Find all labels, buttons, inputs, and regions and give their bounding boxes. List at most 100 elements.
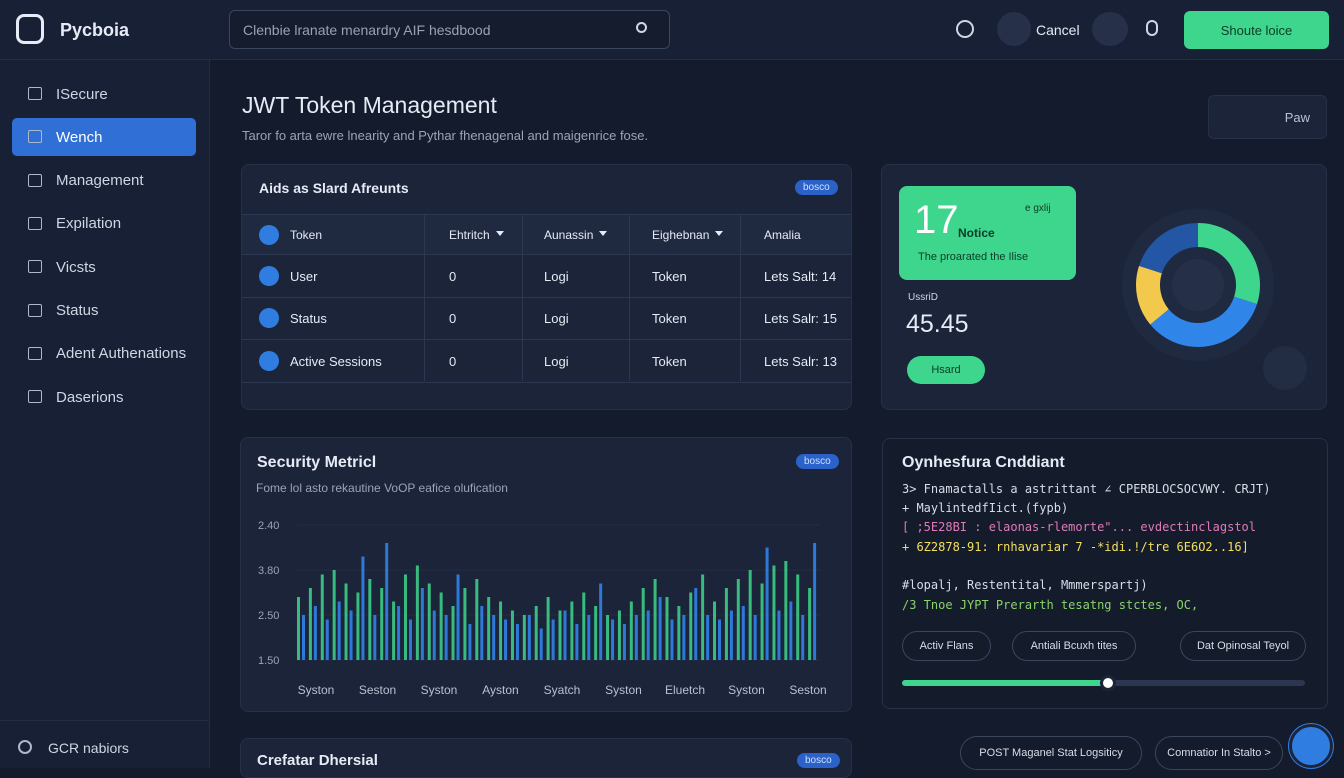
search-icon [636, 22, 647, 33]
chart-subtitle: Fome lol asto rekautine VoOP eafice oluf… [256, 481, 508, 495]
lock-icon[interactable] [1146, 20, 1158, 36]
table-cell: Logi [544, 269, 569, 284]
sort-caret[interactable] [599, 231, 607, 236]
x-axis-label: Syston [298, 683, 335, 697]
console-button[interactable]: Antiali Bcuxh tites [1012, 631, 1136, 661]
table-cell: Lets Salt: 14 [764, 269, 837, 284]
footer-button[interactable]: POST Maganel Stat Logsiticy [960, 736, 1142, 770]
nav-label: Expilation [56, 215, 122, 233]
table-cell: Token [652, 311, 687, 327]
x-axis-label: Seston [359, 683, 396, 697]
bird-icon[interactable] [997, 12, 1031, 46]
bar [629, 601, 633, 660]
page-title: JWT Token Management [242, 92, 497, 118]
donut-slice [1139, 223, 1198, 274]
cancel-link[interactable]: Cancel [1036, 22, 1080, 38]
bar [575, 624, 579, 660]
slider-fill [902, 680, 1108, 686]
search-box[interactable] [229, 10, 670, 49]
bar [487, 597, 491, 660]
table-cell: Token [652, 269, 687, 284]
bar [527, 615, 531, 660]
sidebar-divider [0, 720, 210, 721]
hsard-button[interactable]: Hsard [907, 356, 985, 384]
badge: bosco [797, 753, 840, 768]
nav-item[interactable]: ISecure [12, 75, 196, 113]
bar [801, 615, 805, 660]
bar [796, 574, 800, 660]
column-header: Aunassin [544, 228, 594, 242]
row-check[interactable] [259, 266, 279, 286]
bar [753, 615, 757, 660]
bar [522, 615, 526, 660]
bar [713, 601, 717, 660]
bar [499, 601, 503, 660]
nav-label: Wench [56, 128, 103, 146]
bar [677, 606, 681, 660]
console-button[interactable]: Dat Opinosal Teyol [1180, 631, 1306, 661]
download-icon[interactable] [1263, 346, 1307, 390]
bar [297, 597, 300, 660]
nav-item[interactable]: Daserions [12, 378, 196, 416]
nav-label: Daserions [56, 388, 124, 406]
bar [689, 592, 693, 660]
table-cell: Logi [544, 311, 569, 327]
top-button[interactable]: Paw [1208, 95, 1327, 139]
nav-label: ISecure [56, 85, 108, 103]
table-cell: 0 [449, 353, 457, 369]
bar [772, 565, 776, 660]
bar [356, 592, 360, 660]
nav-icon [28, 130, 42, 144]
nav-item[interactable]: Wench [12, 118, 196, 157]
bar [313, 606, 317, 660]
donut-chart [1122, 209, 1274, 361]
card-title: Aids as Slard Afreunts [259, 180, 409, 196]
console-line: /3 Tnoe JYPT Prerarth tesatng stctes, OC… [902, 598, 1199, 612]
footer-button[interactable]: Comnatior In Stalto > [1155, 736, 1283, 770]
console-line: [ ;5E28BI : elaonas-rlemorte"... evdecti… [902, 520, 1257, 534]
nav-item[interactable]: Expilation [12, 205, 196, 243]
x-axis-label: Seston [789, 683, 826, 697]
bar [515, 624, 519, 660]
bar [665, 597, 669, 660]
bar [504, 619, 508, 660]
bar [320, 574, 324, 660]
bar [813, 543, 817, 660]
bar [706, 615, 710, 660]
x-axis-label: Eluetch [665, 683, 705, 697]
bar [789, 601, 793, 660]
primary-button[interactable]: Shoute loice [1184, 11, 1329, 49]
bar [777, 610, 781, 660]
bar [682, 615, 686, 660]
console-button[interactable]: Activ Flans [902, 631, 991, 661]
bar [373, 615, 377, 660]
window-icon[interactable] [1092, 12, 1128, 46]
sort-caret[interactable] [715, 231, 723, 236]
header-check[interactable] [259, 225, 279, 245]
nav-label: Adent Authenations [56, 345, 187, 363]
row-check[interactable] [259, 350, 279, 371]
nav-icon [28, 216, 42, 230]
settings-icon[interactable] [956, 20, 974, 38]
console-line: #lopalj, Restentital, Mmmerspartj) [902, 578, 1148, 592]
fab[interactable] [1289, 724, 1333, 768]
row-check[interactable] [259, 308, 279, 329]
bar [420, 588, 424, 660]
nav-item[interactable]: Management [12, 162, 196, 200]
nav-item[interactable]: Status [12, 292, 196, 330]
sidebar-footer[interactable]: GCR nabiors [48, 740, 129, 756]
bar [634, 615, 638, 660]
badge: bosco [796, 454, 839, 469]
slider-knob[interactable] [1099, 675, 1116, 691]
bar [670, 619, 674, 660]
row-divider [242, 297, 851, 298]
console-card [882, 438, 1328, 709]
bar [617, 610, 621, 660]
nav-item[interactable]: Adent Authenations [12, 335, 196, 373]
row-divider [242, 339, 851, 341]
sort-caret[interactable] [496, 231, 504, 236]
donut-slice [1136, 265, 1169, 325]
nav-item[interactable]: Vicsts [12, 248, 196, 286]
big-number: 17 [914, 198, 959, 242]
